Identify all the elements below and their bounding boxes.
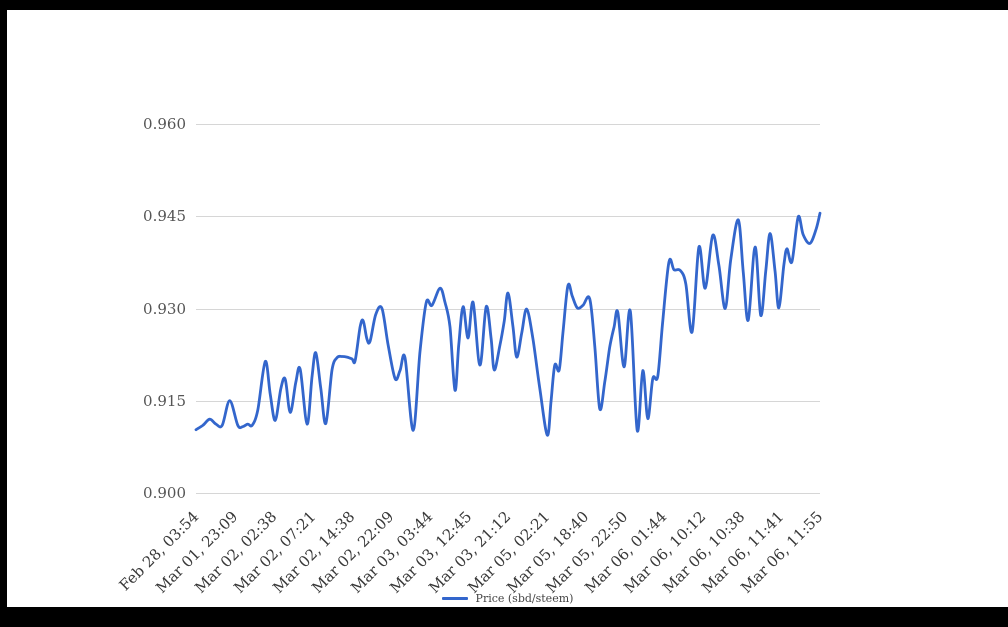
plot-area[interactable]: [7, 10, 1008, 607]
gridline: [196, 216, 820, 218]
y-axis-tick-label: 0.945: [143, 207, 186, 226]
gridline: [196, 124, 820, 125]
gridline: [196, 308, 820, 310]
price-series-line[interactable]: [194, 211, 822, 437]
y-axis-tick-label: 0.960: [143, 115, 186, 133]
y-axis-tick-label: 0.915: [143, 391, 186, 410]
y-axis-tick-label: 0.930: [143, 299, 186, 318]
gridline: [196, 493, 820, 494]
y-axis-tick-label: 0.900: [143, 484, 186, 502]
legend-label: Price (sbd/steem): [475, 591, 574, 605]
legend-line-swatch: [441, 596, 468, 600]
chart-canvas: 0.960 0.945 0.930 0.915 0.900 Feb 28, 03:54 Ma…: [7, 10, 1008, 607]
legend: Price (sbd/steem): [7, 588, 1008, 608]
gridline: [196, 400, 820, 402]
